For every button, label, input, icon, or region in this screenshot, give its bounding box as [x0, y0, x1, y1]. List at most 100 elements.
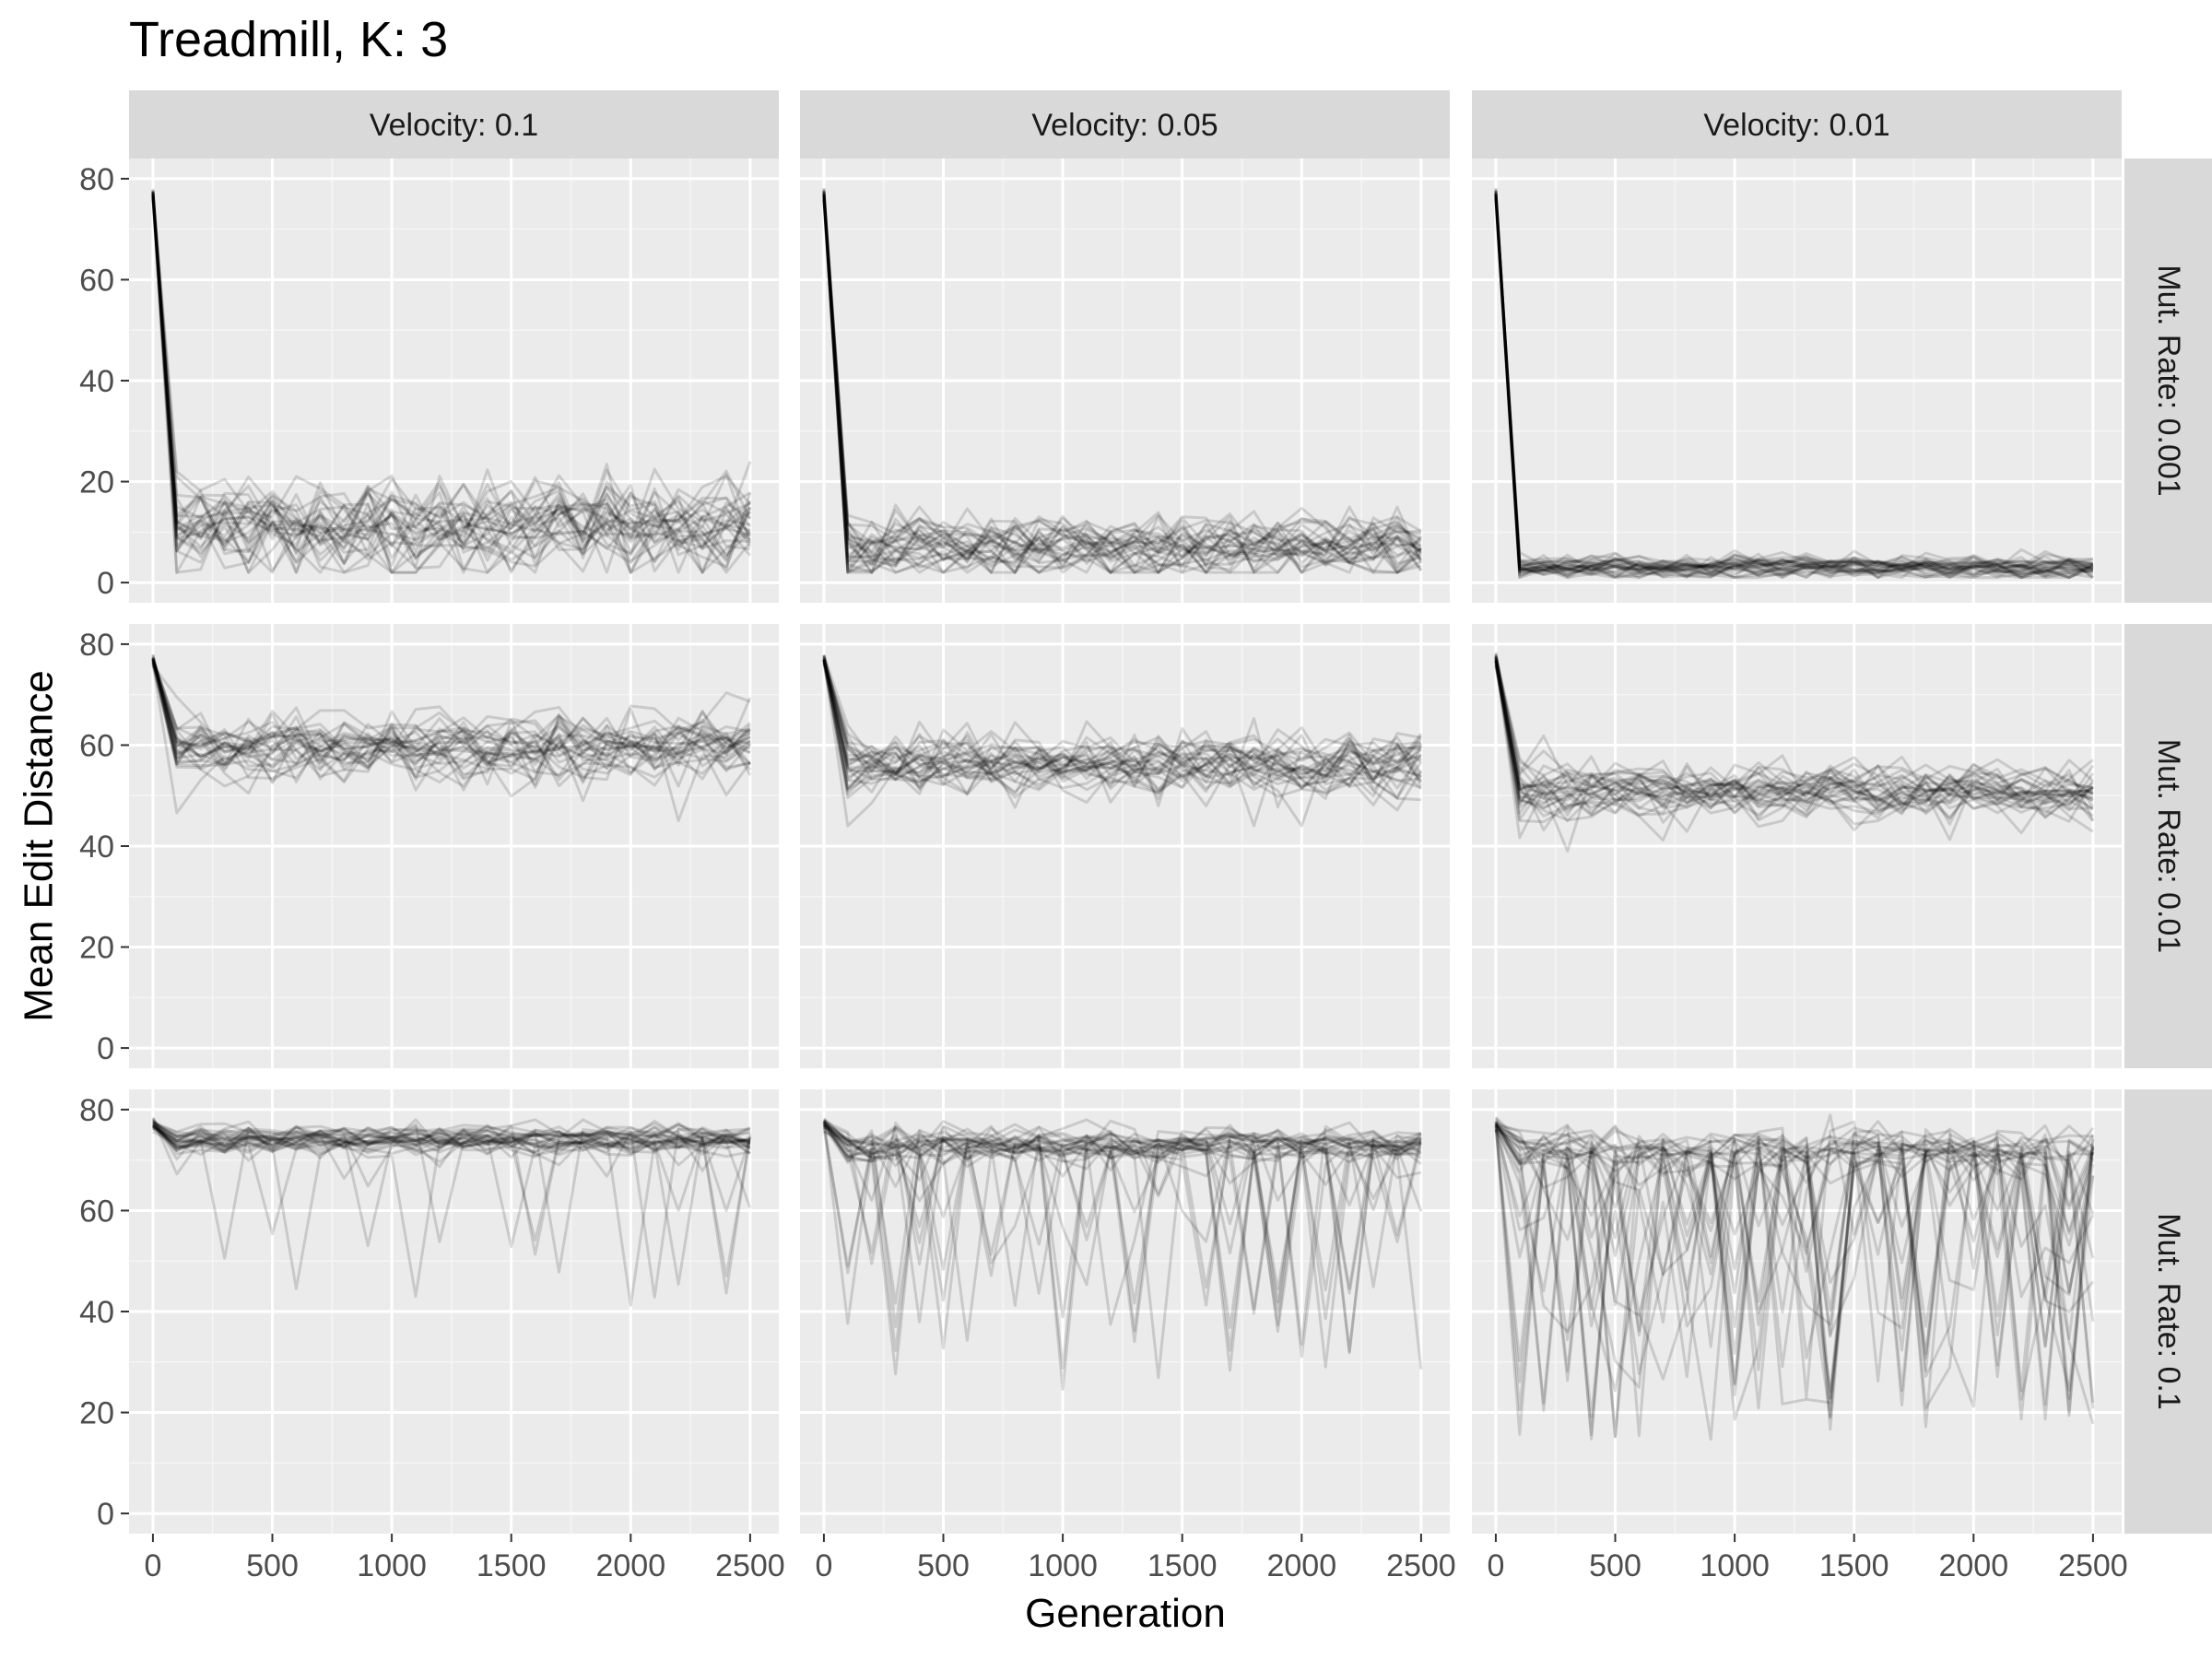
series-line: [151, 658, 751, 787]
series-line: [822, 190, 1423, 562]
series-line: [151, 191, 751, 574]
series-line: [152, 1126, 751, 1155]
series-line: [1494, 1124, 2095, 1439]
x-tick-label: 1000: [1028, 1548, 1098, 1583]
series-line: [1494, 198, 2094, 575]
series-line: [151, 659, 752, 784]
x-tick-label: 2500: [1386, 1548, 1456, 1583]
series-line: [151, 192, 751, 574]
series-line: [1494, 658, 2094, 832]
series-line: [822, 1119, 1422, 1313]
row-strip-background: [2124, 159, 2212, 603]
series-line: [151, 658, 752, 782]
series-line: [822, 1118, 1422, 1333]
series-line: [822, 194, 1423, 574]
y-tick-label: 20: [79, 465, 114, 500]
series-line: [1494, 1120, 2093, 1359]
series-line: [151, 665, 751, 758]
series-line: [822, 659, 1421, 802]
x-tick-label: 2000: [1266, 1548, 1336, 1583]
series-line: [822, 654, 1423, 801]
series-line: [1494, 194, 2094, 571]
series-line: [151, 195, 751, 574]
series-line: [1494, 1118, 2095, 1438]
series-line: [1494, 663, 2094, 824]
series-line: [1494, 1123, 2095, 1436]
series-line: [151, 661, 751, 788]
series-line: [1494, 1125, 2095, 1393]
series-line: [822, 659, 1423, 790]
panel: [800, 159, 1450, 603]
series-line: [1494, 659, 2093, 823]
series-line: [1494, 660, 2094, 824]
x-axis-title: Generation: [1025, 1591, 1226, 1636]
series-line: [1494, 1113, 2095, 1438]
series-line: [822, 659, 1422, 792]
series-line: [1494, 665, 2094, 805]
series-line: [822, 191, 1422, 574]
series-line: [1494, 190, 2094, 580]
series-line: [1494, 655, 2095, 808]
series-line: [822, 195, 1422, 574]
panel: [800, 1089, 1450, 1534]
series-line: [1494, 201, 2094, 580]
row-strip-label: Mut. Rate: 0.001: [2151, 265, 2186, 496]
series-line: [151, 660, 751, 769]
series-line: [1494, 190, 2094, 579]
series-line: [822, 664, 1422, 792]
x-tick-label: 0: [1487, 1548, 1504, 1583]
series-line: [152, 1125, 750, 1307]
panel: [800, 624, 1450, 1068]
series-line: [822, 194, 1421, 574]
series-line: [151, 663, 751, 815]
series-line: [151, 657, 752, 757]
series-line: [823, 1123, 1423, 1391]
column-strip: Velocity: 0.05: [800, 90, 1450, 159]
series-line: [822, 199, 1422, 574]
column-strip-background: [129, 90, 779, 159]
series-line: [1494, 194, 2094, 578]
series-line: [1494, 194, 2094, 576]
y-tick-label: 80: [79, 1093, 114, 1128]
y-tick-label: 80: [79, 162, 114, 197]
series-line: [1494, 661, 2094, 806]
series-line: [822, 194, 1422, 574]
series-line: [151, 193, 752, 574]
series-line: [151, 196, 751, 574]
series-line: [1494, 661, 2094, 816]
series-line: [1494, 656, 2094, 826]
series-line: [1494, 1124, 2095, 1441]
series-line: [151, 656, 751, 780]
column-strip-background: [800, 90, 1450, 159]
series-line: [822, 659, 1423, 786]
series-line: [822, 1124, 1422, 1289]
series-line: [1494, 1129, 2093, 1410]
series-line: [822, 1125, 1422, 1369]
panel: [129, 624, 779, 1068]
x-tick-label: 1500: [1819, 1548, 1889, 1583]
series-line: [822, 188, 1422, 566]
series-line: [151, 662, 751, 770]
series-line: [822, 1124, 1422, 1329]
series-line: [151, 657, 751, 788]
series-line: [822, 658, 1423, 792]
series-line: [822, 659, 1422, 791]
series-line: [1494, 195, 2094, 580]
series-line: [1494, 191, 2094, 580]
y-tick-label: 40: [79, 1295, 114, 1330]
row-strip: Mut. Rate: 0.1: [2124, 1089, 2212, 1534]
column-strip: Velocity: 0.1: [129, 90, 779, 159]
series-line: [1494, 654, 2094, 835]
series-line: [1494, 653, 2094, 806]
y-axis-title: Mean Edit Distance: [17, 670, 62, 1022]
series-line: [822, 1121, 1421, 1355]
series-line: [823, 1123, 1423, 1359]
series-line: [152, 1118, 751, 1248]
series-line: [1494, 1124, 2095, 1421]
series-line: [151, 1122, 750, 1162]
series-line: [822, 660, 1422, 791]
series-line: [151, 1117, 751, 1286]
column-strip-background: [1472, 90, 2122, 159]
series-line: [151, 193, 751, 565]
